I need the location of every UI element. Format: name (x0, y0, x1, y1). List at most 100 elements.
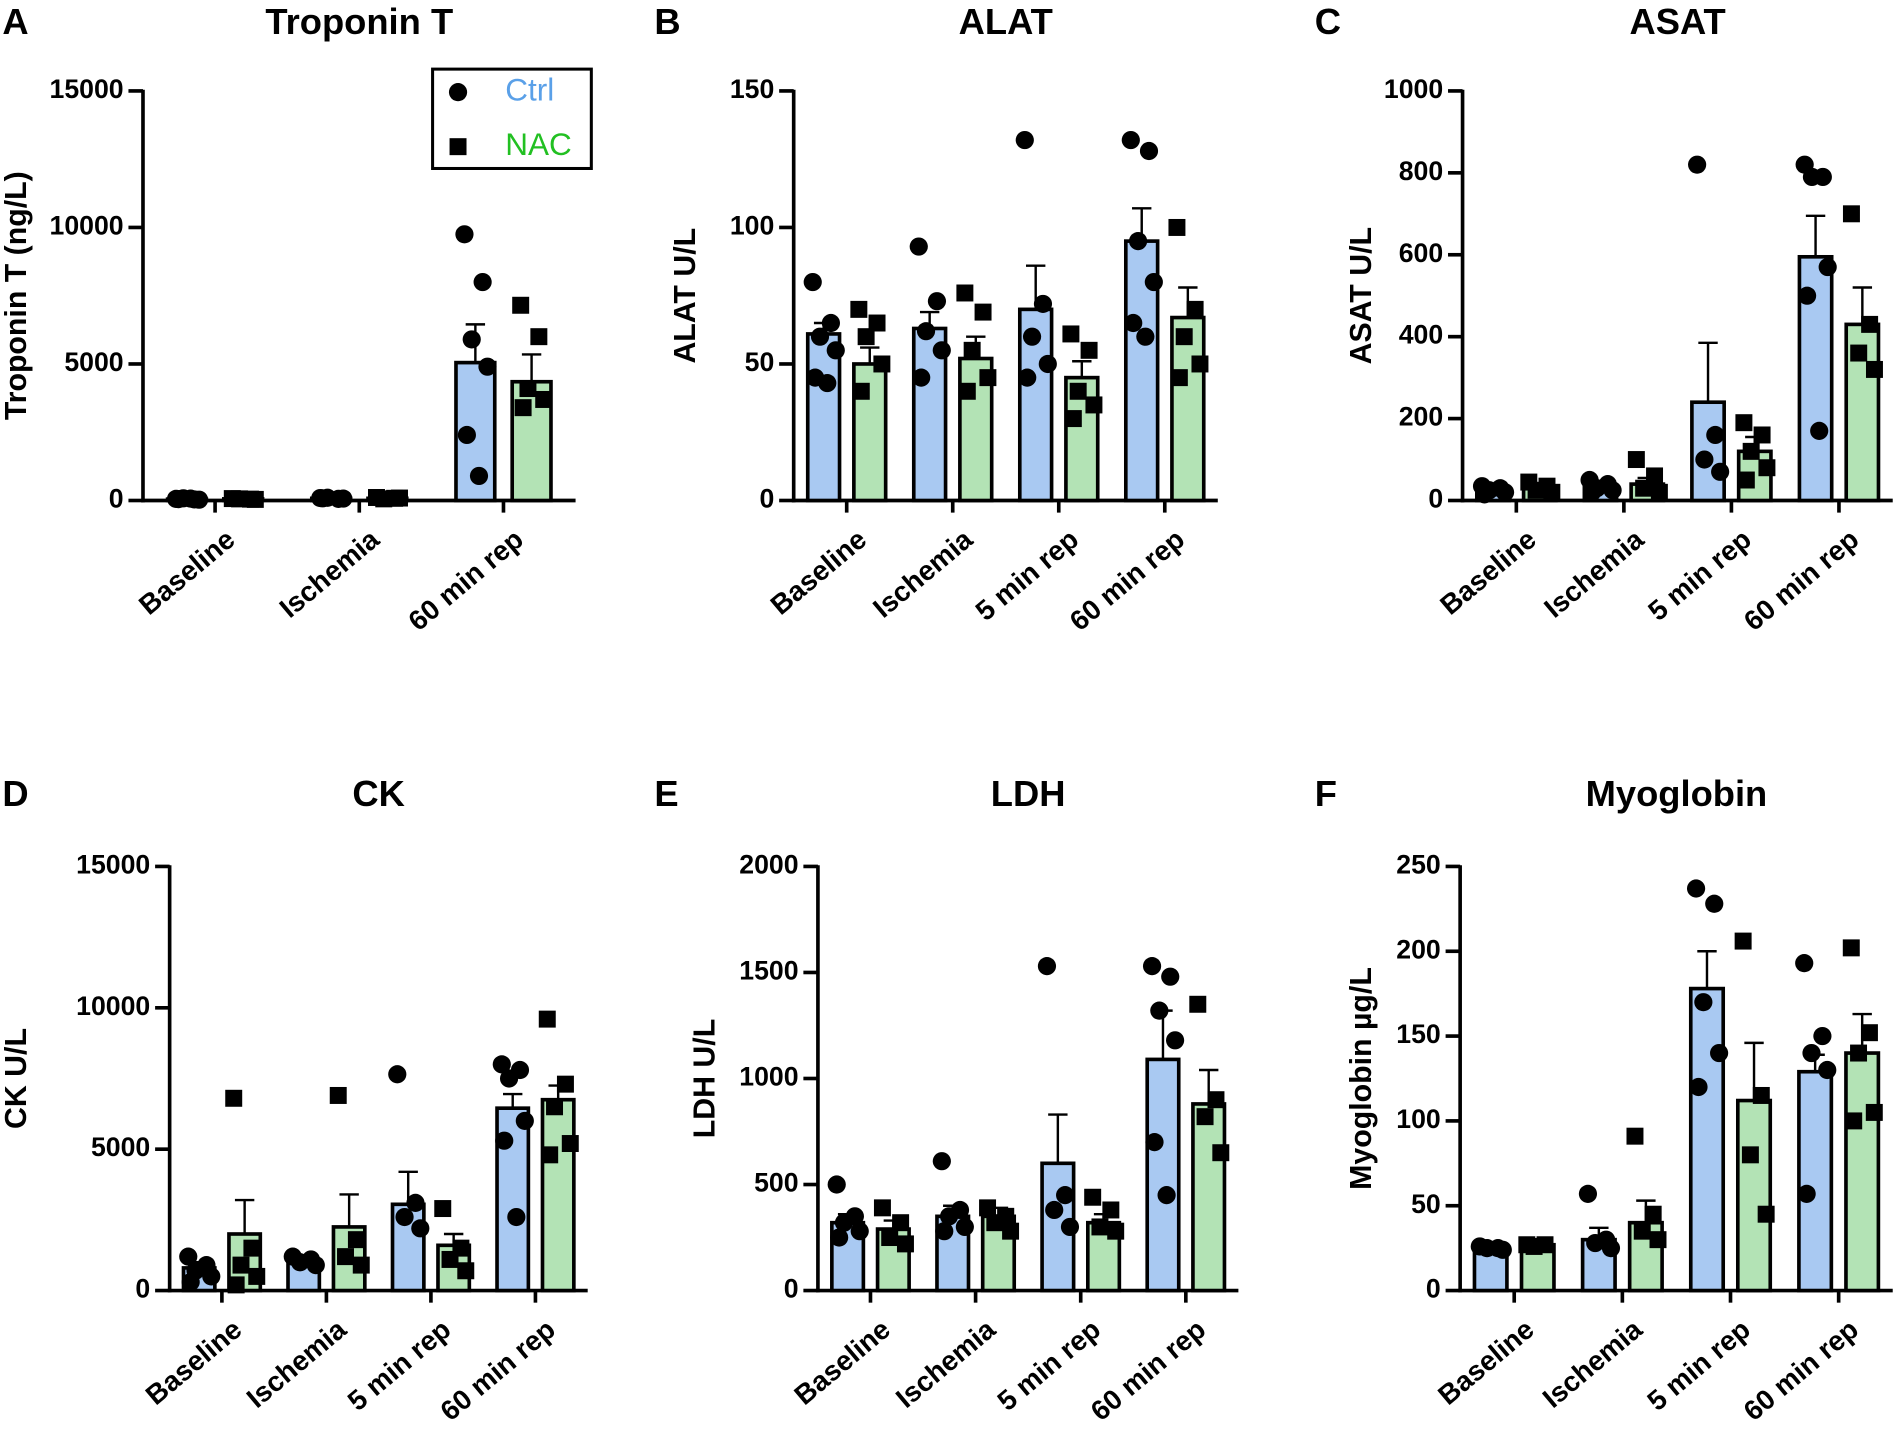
data-point (243, 1239, 261, 1257)
data-point (1689, 1077, 1708, 1097)
chart-title: CK (352, 773, 405, 814)
data-point (1161, 967, 1180, 986)
x-tick-label: 60 min rep (1738, 523, 1865, 636)
data-point (873, 355, 891, 373)
data-point (334, 489, 353, 508)
data-point (1737, 471, 1755, 489)
data-point (956, 284, 974, 302)
data-point (810, 327, 830, 346)
data-point (202, 1267, 221, 1286)
y-tick-label: 0 (784, 1274, 799, 1304)
error-bar (1805, 214, 1826, 257)
data-point (507, 1207, 526, 1227)
bar (1735, 1098, 1773, 1293)
x-tick-label: Baseline (133, 523, 241, 620)
panel-label: E (654, 773, 678, 814)
data-point (873, 1199, 891, 1217)
data-point (512, 296, 530, 314)
chart-title: ASAT (1630, 1, 1726, 42)
data-point (1124, 313, 1143, 333)
data-point (1686, 879, 1706, 898)
bar (805, 332, 842, 503)
panel-label: C (1315, 1, 1341, 42)
data-point (1085, 396, 1103, 414)
data-point (1477, 1239, 1497, 1258)
bar (1797, 1069, 1834, 1293)
data-point (434, 1200, 452, 1218)
data-point (1861, 315, 1879, 333)
data-point (1150, 1001, 1169, 1020)
y-tick-label: 0 (1426, 1274, 1441, 1304)
x-tick-label: 60 min rep (1085, 1313, 1212, 1426)
data-point (1650, 483, 1668, 501)
data-point (1493, 1240, 1512, 1259)
data-point (1705, 894, 1724, 913)
y-tick-label: 100 (730, 210, 774, 240)
legend-label: Ctrl (505, 71, 554, 107)
y-tick-label: 1000 (1384, 74, 1443, 104)
data-point (1002, 1222, 1020, 1240)
x-tick-label: Ischemia (1537, 1313, 1649, 1414)
data-point (834, 1213, 854, 1232)
data-point (1644, 1205, 1662, 1223)
data-point (881, 1229, 899, 1247)
data-point (1797, 1184, 1816, 1203)
data-point (231, 490, 249, 508)
data-point (852, 382, 870, 400)
data-point (1525, 1237, 1543, 1255)
data-point (179, 1247, 198, 1266)
data-point (1802, 1043, 1821, 1063)
y-tick-label: 50 (1411, 1189, 1441, 1219)
data-point (1543, 483, 1561, 501)
y-tick-label: 0 (135, 1274, 150, 1304)
y-tick-label: 50 (745, 347, 775, 377)
data-point (395, 1207, 414, 1227)
data-point (1710, 1043, 1729, 1063)
data-point (1080, 341, 1098, 359)
data-point (1168, 218, 1186, 236)
data-point (1802, 167, 1822, 187)
data-point (1170, 369, 1188, 387)
data-point (1145, 1133, 1164, 1152)
x-tick-label: Ischemia (867, 523, 979, 624)
data-point (932, 341, 951, 360)
x-tick-label: Ischemia (274, 523, 386, 624)
error-bar (1072, 360, 1092, 378)
y-tick-label: 1500 (739, 956, 798, 986)
data-point (306, 1256, 325, 1275)
data-point (1694, 993, 1713, 1012)
data-point (1107, 1222, 1125, 1240)
y-tick-label: 400 (1399, 320, 1443, 350)
data-point (1157, 1186, 1176, 1205)
data-point (227, 1276, 245, 1294)
data-point (857, 328, 875, 346)
y-tick-label: 15000 (50, 74, 124, 104)
data-point (1711, 462, 1730, 481)
x-tick-label: Ischemia (890, 1313, 1002, 1414)
data-point (1527, 481, 1545, 499)
data-point (979, 1199, 997, 1217)
data-point (974, 303, 992, 321)
data-point (181, 489, 200, 508)
data-point (1060, 1217, 1080, 1237)
data-point (1166, 1031, 1185, 1050)
data-point (1084, 1188, 1102, 1206)
data-point (986, 1214, 1004, 1232)
data-point (1038, 354, 1057, 374)
data-point (830, 1228, 849, 1247)
y-tick-label: 5000 (64, 347, 123, 377)
data-point (514, 399, 532, 417)
data-point (892, 1214, 910, 1232)
data-point (868, 314, 886, 332)
data-point (337, 1248, 354, 1266)
data-point (1626, 1127, 1644, 1145)
data-point (388, 1065, 407, 1084)
data-point (1734, 932, 1752, 950)
data-point (290, 1253, 310, 1272)
y-axis-label: CK U/L (0, 1028, 33, 1129)
data-point (1842, 205, 1860, 223)
data-point (896, 1235, 914, 1253)
data-point (248, 1267, 266, 1285)
data-point (826, 341, 845, 360)
data-point (538, 1010, 556, 1028)
